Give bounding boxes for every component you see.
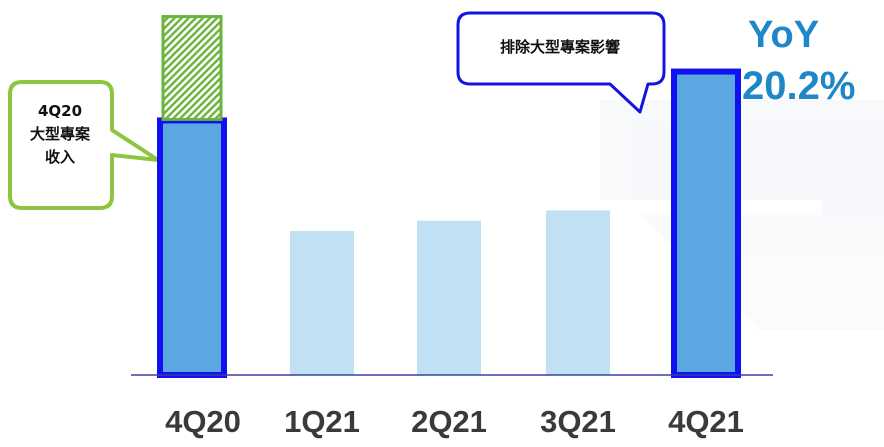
left-callout-line3: 收入 [44,148,75,166]
left-callout-line1: 4Q20 [37,102,83,120]
x-tick-label-3q21: 3Q21 [540,404,616,439]
bar-segment-4q20-large-project [161,15,223,121]
top-callout-bubble [456,11,666,114]
left-callout-bubble [8,80,160,210]
x-tick-label-1q21: 1Q21 [284,404,360,439]
x-tick-label-2q21: 2Q21 [411,404,487,439]
left-callout-line2: 大型專案 [29,125,90,143]
bar-4q20 [157,117,227,378]
left-callout-text: 4Q20 大型專案 收入 [12,100,108,169]
yoy-label: YoY [748,14,820,56]
bars-layer [157,15,741,378]
background-watermark [600,100,884,330]
bar-4q21 [671,68,741,378]
yoy-value: 20.2% [742,64,856,108]
bar-1q21 [290,231,354,375]
x-tick-label-4q20: 4Q20 [165,404,241,439]
top-callout-text: 排除大型專案影響 [499,38,620,56]
bar-3q21 [546,210,610,375]
x-tick-label-4q21: 4Q21 [668,404,744,439]
bar-2q21 [417,220,481,375]
